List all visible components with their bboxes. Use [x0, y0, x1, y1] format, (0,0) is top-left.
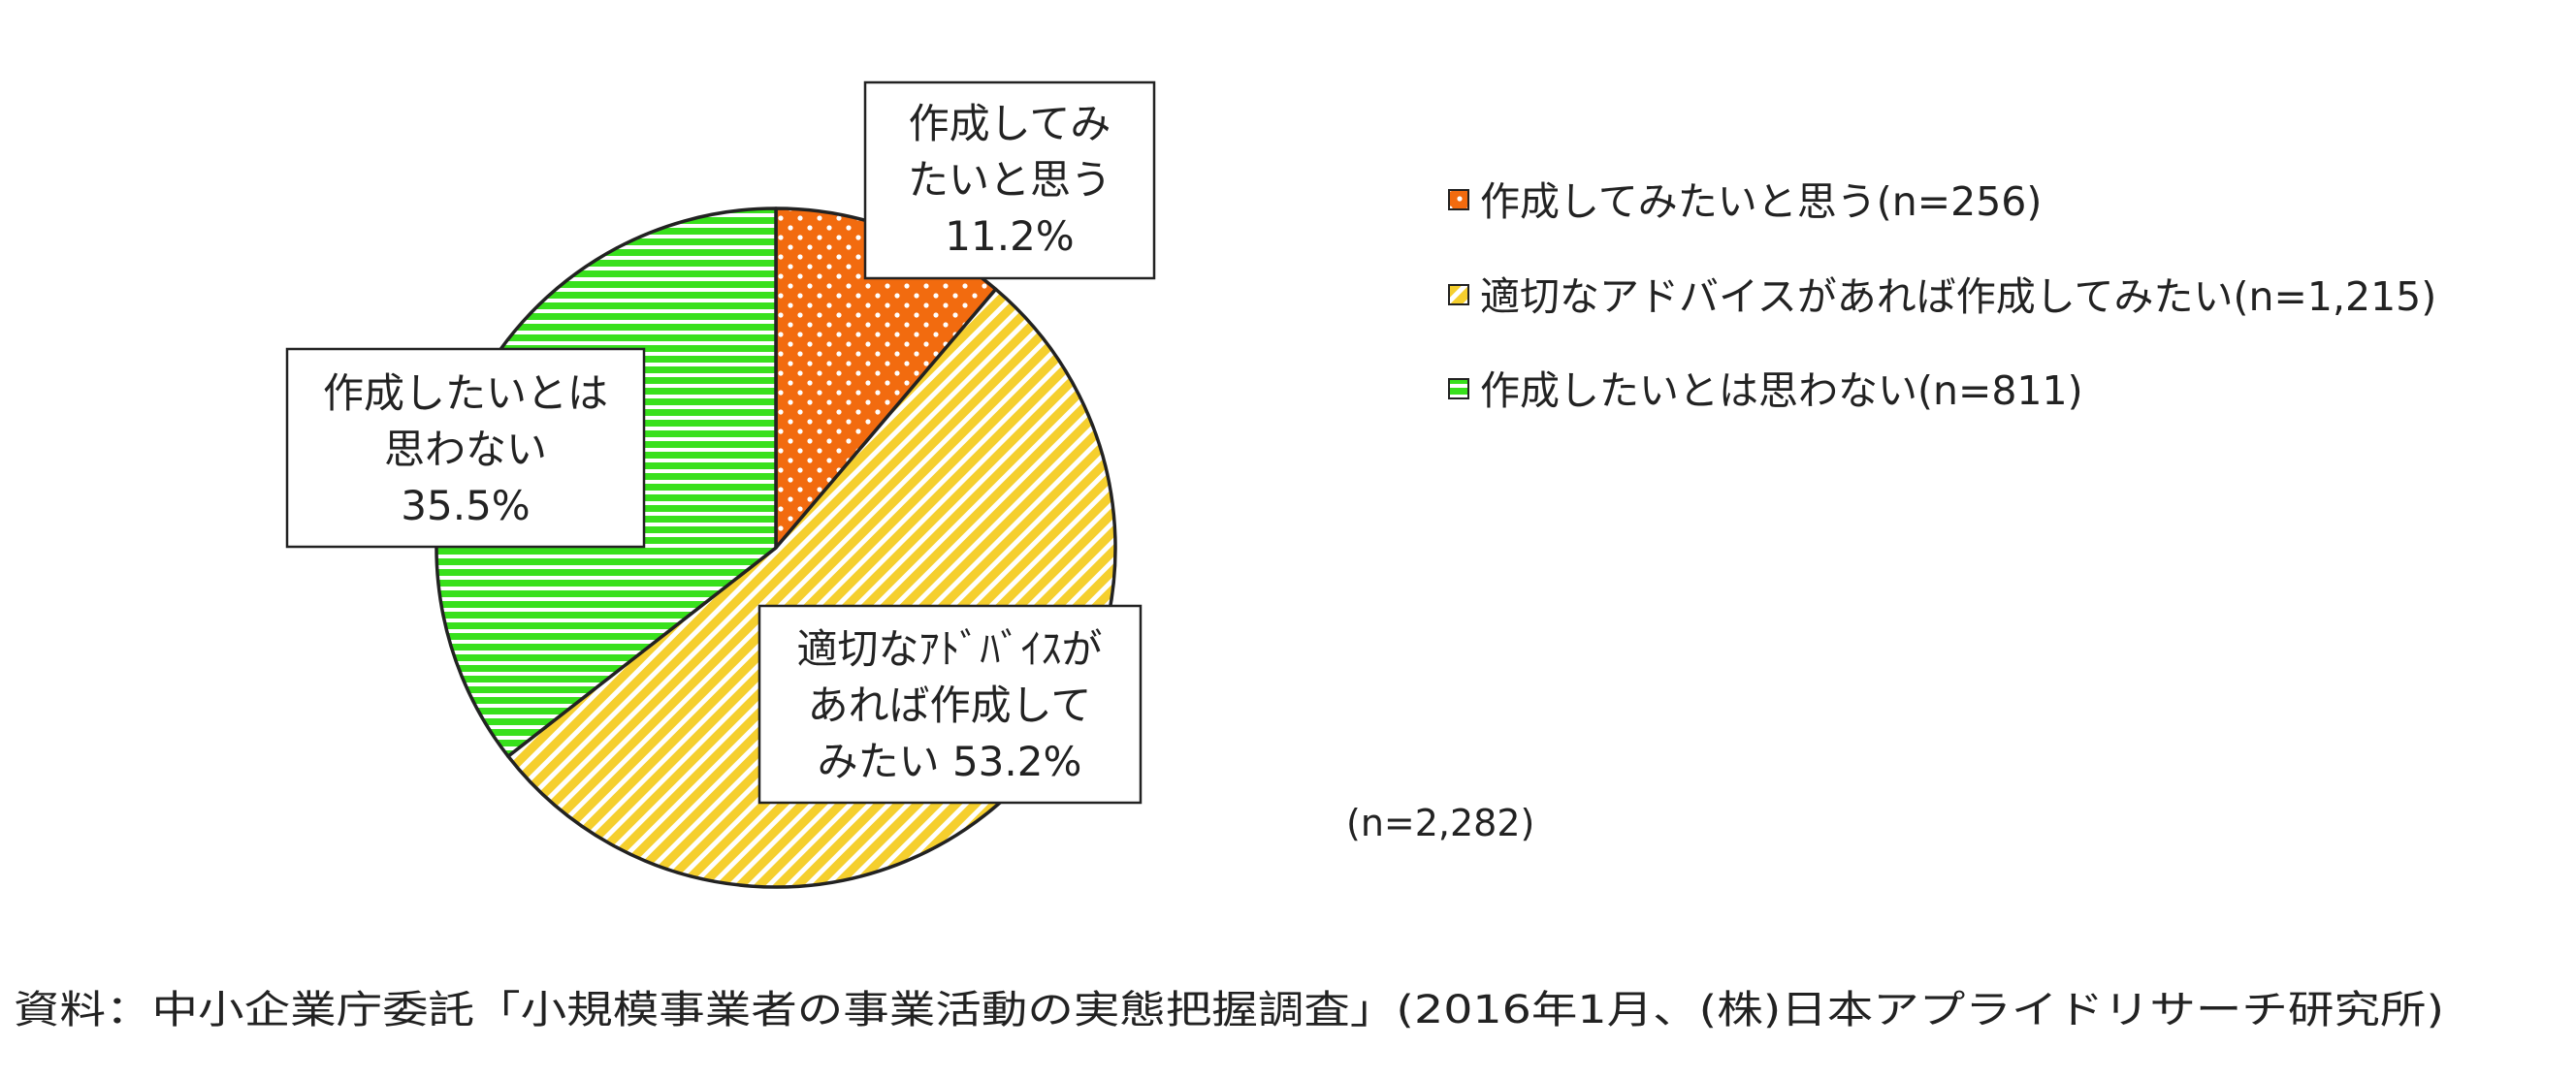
callout-advice-box [757, 604, 1143, 805]
callout-not-line-3: 35.5% [401, 482, 530, 529]
legend-item-want: 作成してみたいと思う(n=256) [1448, 178, 2042, 225]
callout-advice-line-3: みたい 53.2% [818, 738, 1082, 785]
legend-label-want: 作成してみたいと思う(n=256) [1480, 178, 2042, 225]
callout-want-line-1: 作成してみ [909, 100, 1111, 147]
callout-want: 作成してみ たいと思う 11.2% [863, 80, 1156, 280]
callout-advice-line-1: 適切なｱﾄﾞﾊﾞｲｽが [796, 625, 1102, 673]
callout-advice-line-2: あれば作成して [808, 682, 1092, 729]
source-note: 資料：中小企業庁委託「小規模事業者の事業活動の実態把握調査」(2016年1月、(… [14, 988, 2444, 1032]
total-note: (n=2,282) [1346, 802, 1534, 844]
legend-swatch-advice [1448, 284, 1469, 305]
callout-want-box [863, 80, 1156, 280]
callout-not: 作成したいとは 思わない 35.5% [285, 347, 646, 549]
legend-label-advice: 適切なアドバイスがあれば作成してみたい(n=1,215) [1480, 273, 2436, 320]
legend-item-not: 作成したいとは思わない(n=811) [1448, 367, 2083, 414]
callout-advice: 適切なｱﾄﾞﾊﾞｲｽが あれば作成して みたい 53.2% [757, 604, 1143, 805]
legend-label-not: 作成したいとは思わない(n=811) [1480, 367, 2083, 414]
callout-not-box [285, 347, 646, 549]
callout-not-line-1: 作成したいとは [323, 369, 608, 417]
legend-swatch-not [1448, 378, 1469, 399]
callout-not-line-2: 思わない [384, 426, 547, 473]
legend-swatch-want [1448, 189, 1469, 210]
legend-item-advice: 適切なアドバイスがあれば作成してみたい(n=1,215) [1448, 273, 2436, 320]
legend: 作成してみたいと思う(n=256) 適切なアドバイスがあれば作成してみたい(n=… [1448, 178, 2436, 414]
callout-want-line-2: たいと思う [908, 156, 1111, 204]
callout-want-line-3: 11.2% [945, 212, 1074, 260]
